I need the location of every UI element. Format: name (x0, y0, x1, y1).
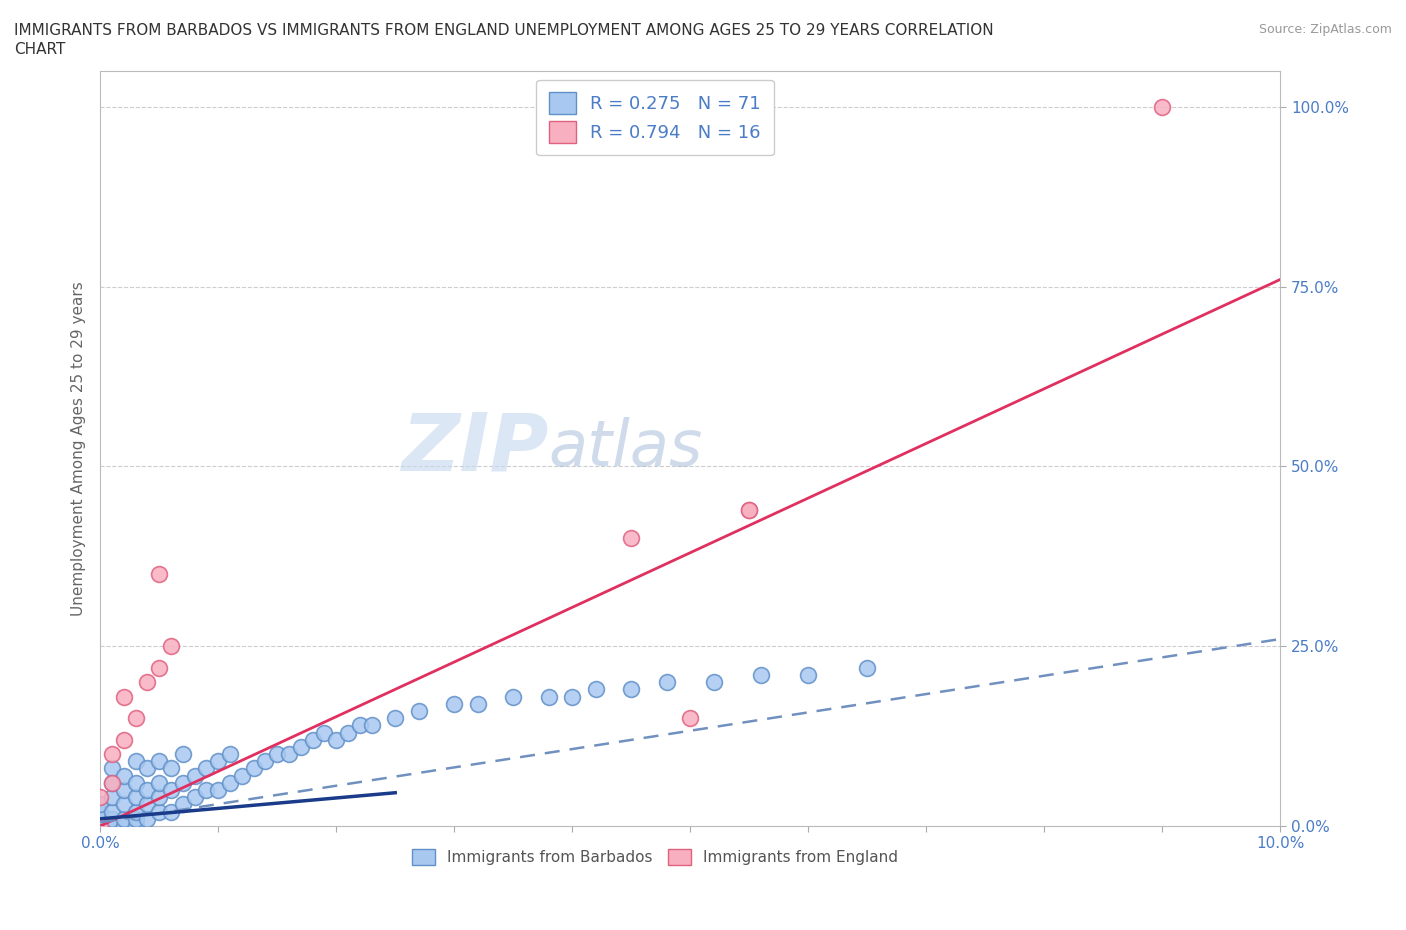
Point (537, 689, 560, 704)
Point (124, 754, 146, 769)
Point (290, 739, 312, 754)
Point (101, 790, 124, 804)
Text: Source: ZipAtlas.com: Source: ZipAtlas.com (1258, 23, 1392, 36)
Point (703, 675, 725, 690)
Point (112, 732, 135, 747)
Point (231, 768, 253, 783)
Point (620, 682, 643, 697)
Point (502, 689, 524, 704)
Text: ZIP: ZIP (401, 409, 548, 487)
Point (183, 790, 205, 804)
Point (172, 776, 194, 790)
Point (112, 783, 135, 798)
Point (325, 732, 347, 747)
Point (112, 797, 135, 812)
Point (856, 660, 879, 675)
Point (349, 718, 371, 733)
Point (183, 768, 205, 783)
Point (124, 711, 146, 725)
Point (89, 818, 111, 833)
Point (585, 682, 607, 697)
Point (266, 747, 288, 762)
Point (124, 790, 146, 804)
Point (408, 703, 430, 718)
Point (101, 818, 124, 833)
Point (467, 697, 489, 711)
Point (160, 639, 183, 654)
Point (89, 811, 111, 826)
Point (124, 811, 146, 826)
Point (89, 818, 111, 833)
Point (195, 783, 218, 798)
Point (219, 747, 242, 762)
Point (172, 747, 194, 762)
Point (172, 797, 194, 812)
Point (124, 818, 146, 833)
Point (112, 768, 135, 783)
Point (124, 776, 146, 790)
Text: CHART: CHART (14, 42, 66, 57)
Point (443, 697, 465, 711)
Point (136, 797, 159, 812)
Text: atlas: atlas (548, 418, 703, 479)
Point (89, 797, 111, 812)
Point (101, 776, 124, 790)
Point (219, 776, 242, 790)
Point (160, 761, 183, 776)
Point (384, 711, 406, 725)
Point (561, 689, 583, 704)
Point (101, 747, 124, 762)
Point (101, 818, 124, 833)
Point (242, 761, 264, 776)
Point (89, 804, 111, 819)
Point (620, 531, 643, 546)
Point (655, 675, 678, 690)
Point (89, 790, 111, 804)
Point (148, 754, 170, 769)
Point (89, 818, 111, 833)
Point (101, 761, 124, 776)
Point (738, 502, 761, 517)
Point (160, 804, 183, 819)
Point (101, 804, 124, 819)
Point (148, 660, 170, 675)
Point (148, 790, 170, 804)
Point (112, 689, 135, 704)
Point (136, 811, 159, 826)
Point (101, 811, 124, 826)
Point (148, 776, 170, 790)
Point (148, 566, 170, 581)
Text: IMMIGRANTS FROM BARBADOS VS IMMIGRANTS FROM ENGLAND UNEMPLOYMENT AMONG AGES 25 T: IMMIGRANTS FROM BARBADOS VS IMMIGRANTS F… (14, 23, 994, 38)
Point (124, 804, 146, 819)
Point (112, 811, 135, 826)
Point (679, 711, 702, 725)
Point (278, 747, 301, 762)
Point (207, 754, 229, 769)
Point (360, 718, 382, 733)
Point (136, 675, 159, 690)
Point (797, 668, 820, 683)
Y-axis label: Unemployment Among Ages 25 to 29 years: Unemployment Among Ages 25 to 29 years (72, 281, 86, 616)
Point (112, 818, 135, 833)
Point (195, 761, 218, 776)
Legend: Immigrants from Barbados, Immigrants from England: Immigrants from Barbados, Immigrants fro… (406, 843, 904, 871)
Point (207, 783, 229, 798)
Point (136, 783, 159, 798)
Point (101, 776, 124, 790)
Point (301, 732, 323, 747)
Point (314, 725, 336, 740)
Point (749, 668, 772, 683)
Point (136, 761, 159, 776)
Point (1152, 100, 1174, 114)
Point (738, 502, 761, 517)
Point (254, 754, 277, 769)
Point (148, 804, 170, 819)
Point (337, 725, 360, 740)
Point (160, 783, 183, 798)
